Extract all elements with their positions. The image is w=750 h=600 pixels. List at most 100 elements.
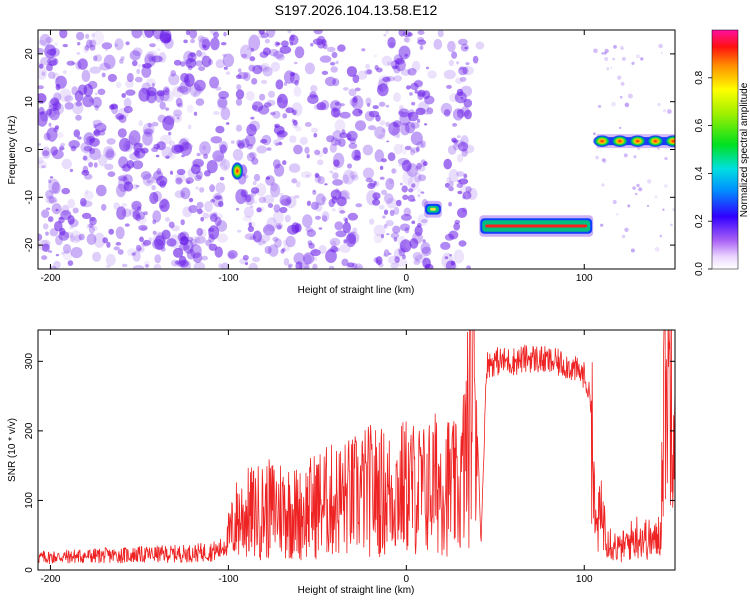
noise-speck bbox=[627, 204, 631, 208]
noise-speck bbox=[85, 33, 90, 39]
noise-speck bbox=[142, 131, 153, 146]
noise-speck bbox=[241, 53, 248, 58]
noise-speck bbox=[416, 141, 424, 148]
noise-speck bbox=[46, 108, 52, 116]
noise-speck bbox=[162, 90, 174, 102]
noise-speck bbox=[343, 87, 349, 91]
noise-speck bbox=[131, 30, 143, 39]
noise-speck bbox=[70, 230, 81, 244]
noise-speck bbox=[132, 160, 144, 170]
noise-speck bbox=[420, 191, 425, 194]
noise-speck bbox=[92, 225, 98, 231]
noise-speck bbox=[114, 38, 124, 51]
snr-line bbox=[38, 330, 675, 565]
noise-speck bbox=[636, 54, 640, 59]
noise-speck bbox=[177, 86, 181, 90]
noise-speck bbox=[266, 176, 270, 180]
noise-speck bbox=[102, 237, 108, 244]
noise-speck bbox=[138, 247, 143, 251]
noise-speck bbox=[411, 183, 416, 188]
noise-speck bbox=[156, 90, 165, 97]
noise-speck bbox=[133, 144, 139, 151]
noise-speck bbox=[256, 145, 267, 154]
noise-speck bbox=[132, 250, 141, 262]
colorbar-tick-label: 0.6 bbox=[694, 118, 705, 132]
noise-speck bbox=[339, 132, 348, 139]
noise-speck bbox=[273, 204, 281, 213]
noise-speck bbox=[392, 127, 401, 138]
noise-speck bbox=[314, 94, 319, 98]
noise-speck bbox=[48, 71, 56, 79]
noise-speck bbox=[354, 87, 361, 92]
noise-speck bbox=[242, 254, 249, 261]
noise-speck bbox=[266, 217, 277, 232]
noise-speck bbox=[114, 43, 118, 47]
spectrogram-x-label: Height of straight line (km) bbox=[298, 285, 415, 296]
noise-speck bbox=[38, 63, 44, 69]
noise-speck bbox=[453, 142, 460, 151]
noise-speck bbox=[208, 243, 218, 251]
noise-speck bbox=[150, 176, 159, 184]
noise-speck bbox=[448, 186, 454, 192]
noise-speck bbox=[53, 42, 59, 47]
noise-speck bbox=[277, 96, 283, 103]
noise-speck bbox=[657, 102, 661, 107]
noise-speck bbox=[137, 63, 141, 68]
noise-speck bbox=[72, 101, 84, 115]
noise-speck bbox=[62, 249, 73, 261]
noise-speck bbox=[367, 103, 371, 107]
noise-speck bbox=[147, 122, 152, 128]
noise-speck bbox=[398, 163, 403, 167]
noise-speck bbox=[313, 132, 318, 138]
noise-speck bbox=[401, 148, 408, 155]
noise-speck bbox=[448, 168, 459, 183]
noise-speck bbox=[463, 98, 473, 108]
noise-speck bbox=[148, 237, 154, 242]
noise-speck bbox=[206, 160, 218, 174]
noise-speck bbox=[611, 101, 616, 107]
noise-speck bbox=[455, 61, 460, 65]
noise-speck bbox=[70, 247, 83, 259]
noise-speck bbox=[123, 141, 133, 153]
noise-speck bbox=[326, 46, 336, 53]
noise-speck bbox=[64, 102, 74, 110]
noise-speck bbox=[334, 221, 344, 231]
noise-speck bbox=[402, 170, 414, 185]
noise-speck bbox=[105, 264, 111, 268]
noise-speck bbox=[632, 186, 636, 190]
noise-speck bbox=[365, 177, 373, 183]
noise-speck bbox=[638, 187, 643, 192]
noise-speck bbox=[329, 237, 341, 247]
noise-speck bbox=[106, 150, 117, 158]
noise-speck bbox=[663, 109, 667, 113]
noise-speck bbox=[377, 83, 389, 97]
noise-speck bbox=[45, 108, 57, 118]
noise-speck bbox=[244, 194, 255, 206]
noise-speck bbox=[180, 219, 185, 226]
noise-speck bbox=[421, 219, 428, 224]
noise-speck bbox=[252, 230, 262, 243]
noise-speck bbox=[414, 225, 423, 235]
noise-speck bbox=[332, 172, 339, 180]
noise-speck bbox=[149, 43, 156, 48]
noise-speck bbox=[266, 30, 276, 38]
tone-blob bbox=[610, 135, 629, 148]
noise-speck bbox=[165, 107, 170, 111]
noise-speck bbox=[89, 147, 101, 161]
noise-speck bbox=[293, 86, 302, 97]
noise-speck bbox=[75, 114, 82, 121]
noise-speck bbox=[89, 39, 97, 48]
noise-speck bbox=[256, 238, 265, 247]
noise-speck bbox=[400, 122, 410, 136]
noise-speck bbox=[48, 179, 52, 184]
noise-speck bbox=[124, 223, 130, 227]
noise-speck bbox=[412, 231, 423, 244]
noise-speck bbox=[61, 187, 70, 195]
noise-speck bbox=[270, 61, 281, 72]
noise-speck bbox=[417, 174, 427, 182]
noise-speck bbox=[417, 30, 425, 35]
noise-speck bbox=[99, 62, 111, 71]
noise-speck bbox=[321, 215, 328, 222]
noise-speck bbox=[640, 57, 644, 61]
noise-speck bbox=[343, 217, 348, 222]
